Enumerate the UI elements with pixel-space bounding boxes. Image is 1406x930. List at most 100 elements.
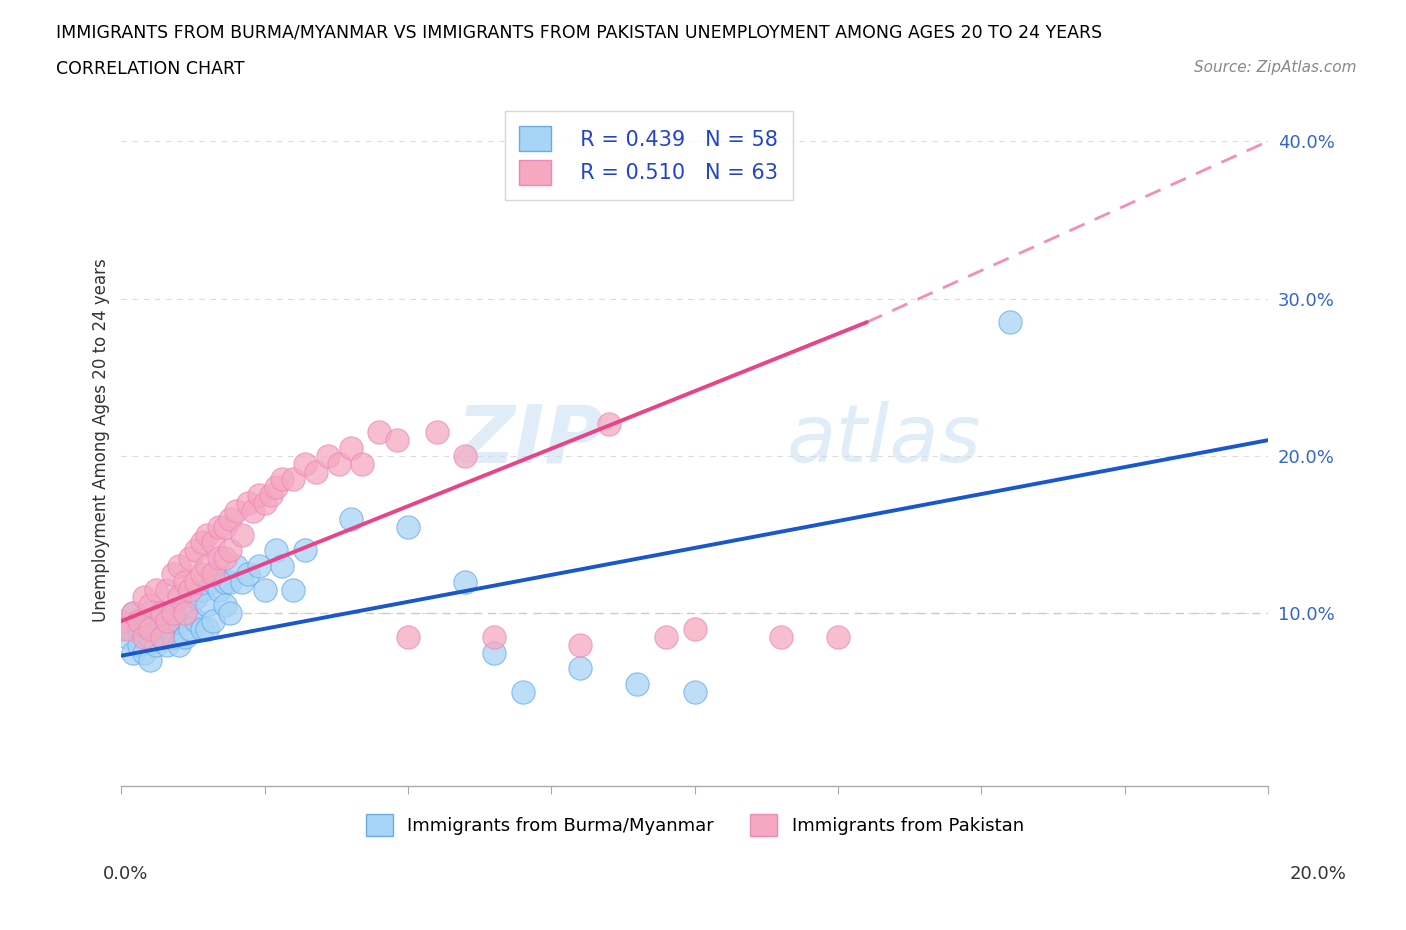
Point (162, 605, 184, 620)
Point (368, 425, 391, 440)
Point (225, 559, 247, 574)
Point (426, 425, 449, 440)
Point (305, 464, 328, 479)
Point (396, 519, 419, 534)
Point (110, 614, 132, 629)
Point (769, 630, 792, 644)
Point (190, 621, 212, 636)
Point (202, 575, 225, 590)
Point (247, 487, 270, 502)
Point (214, 551, 236, 565)
Point (454, 448, 477, 463)
Point (236, 566, 259, 581)
Point (219, 575, 242, 590)
Point (271, 472, 294, 487)
Point (253, 582, 276, 597)
Point (264, 543, 287, 558)
Y-axis label: Unemployment Among Ages 20 to 24 years: Unemployment Among Ages 20 to 24 years (93, 259, 110, 622)
Point (179, 582, 201, 597)
Point (197, 559, 219, 574)
Point (150, 605, 173, 620)
Point (190, 582, 212, 597)
Point (454, 575, 477, 590)
Point (139, 653, 162, 668)
Point (162, 630, 184, 644)
Point (316, 448, 339, 463)
Point (512, 684, 534, 699)
Point (197, 598, 219, 613)
Point (253, 496, 276, 511)
Point (208, 582, 231, 597)
Point (202, 566, 225, 581)
Point (264, 480, 287, 495)
Text: CORRELATION CHART: CORRELATION CHART (56, 60, 245, 78)
Point (173, 605, 195, 620)
Point (145, 582, 167, 597)
Point (173, 605, 195, 620)
Point (179, 551, 201, 565)
Point (190, 535, 212, 550)
Point (128, 614, 150, 629)
Point (128, 621, 150, 636)
Point (156, 637, 179, 652)
Legend: Immigrants from Burma/Myanmar, Immigrants from Pakistan: Immigrants from Burma/Myanmar, Immigrant… (359, 806, 1031, 843)
Point (162, 605, 184, 620)
Point (134, 590, 156, 604)
Point (173, 575, 195, 590)
Point (134, 630, 156, 644)
Point (294, 543, 316, 558)
Point (214, 519, 236, 534)
Point (150, 605, 173, 620)
Point (110, 621, 132, 636)
Point (167, 614, 190, 629)
Point (115, 630, 138, 644)
Point (482, 630, 505, 644)
Point (827, 630, 849, 644)
Point (139, 621, 162, 636)
Point (197, 621, 219, 636)
Point (569, 637, 592, 652)
Point (214, 575, 236, 590)
Text: 20.0%: 20.0% (1291, 865, 1347, 883)
Point (236, 496, 259, 511)
Point (202, 614, 225, 629)
Point (190, 566, 212, 581)
Point (167, 590, 190, 604)
Point (156, 582, 179, 597)
Point (998, 314, 1021, 329)
Point (683, 684, 706, 699)
Point (150, 630, 173, 644)
Point (139, 605, 162, 620)
Point (145, 637, 167, 652)
Point (122, 645, 145, 660)
Point (202, 535, 225, 550)
Point (184, 614, 207, 629)
Point (167, 637, 190, 652)
Point (396, 630, 419, 644)
Point (231, 575, 253, 590)
Point (283, 582, 305, 597)
Point (208, 551, 231, 565)
Text: 0.0%: 0.0% (103, 865, 148, 883)
Point (150, 630, 173, 644)
Point (271, 559, 294, 574)
Point (283, 472, 305, 487)
Point (339, 512, 361, 526)
Point (626, 676, 648, 691)
Point (247, 559, 270, 574)
Point (219, 512, 242, 526)
Point (655, 630, 678, 644)
Point (339, 441, 361, 456)
Point (259, 487, 281, 502)
Point (167, 559, 190, 574)
Point (134, 614, 156, 629)
Point (128, 637, 150, 652)
Point (139, 630, 162, 644)
Point (139, 598, 162, 613)
Point (197, 527, 219, 542)
Point (184, 575, 207, 590)
Point (156, 621, 179, 636)
Point (115, 621, 138, 636)
Point (122, 605, 145, 620)
Point (598, 417, 620, 432)
